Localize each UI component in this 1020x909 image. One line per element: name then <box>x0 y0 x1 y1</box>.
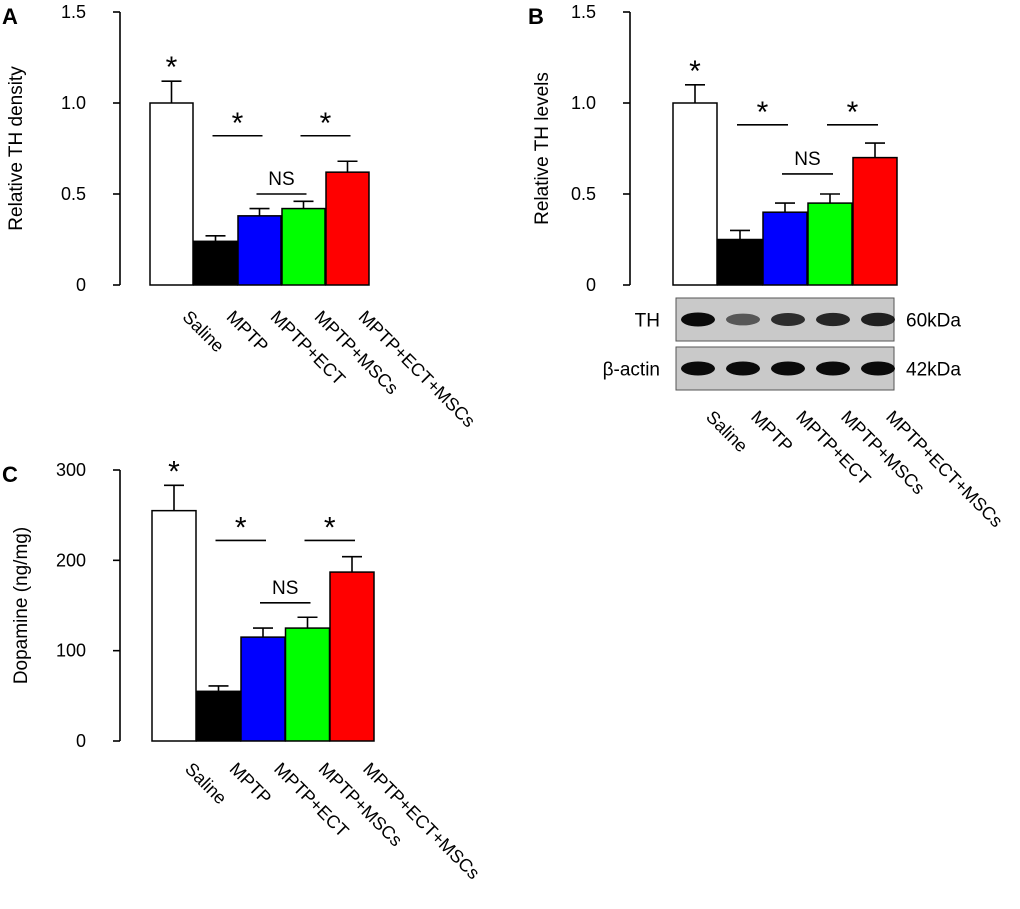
bar-mptp-ect <box>762 211 808 286</box>
blot-size-label: 42kDa <box>906 360 961 381</box>
blot-band <box>681 361 715 376</box>
x-tick-label: MPTP <box>223 307 273 357</box>
y-tick-label: 0 <box>76 275 86 295</box>
y-tick-label: 100 <box>56 641 86 661</box>
bar-saline <box>151 509 197 742</box>
y-tick-label: 200 <box>56 550 86 570</box>
western-blot: TH 60kDa β-actin 42kDa <box>603 297 961 391</box>
significance-ns: NS <box>272 578 298 599</box>
x-tick-label: Saline <box>181 759 231 809</box>
y-tick-label: 1.0 <box>571 93 596 113</box>
y-tick-label: 1.5 <box>571 2 596 22</box>
significance-star: * <box>757 96 769 129</box>
significance-star: * <box>235 511 247 544</box>
bar-saline <box>149 102 194 286</box>
y-tick-label: 1.0 <box>61 93 86 113</box>
blot-band <box>861 312 895 327</box>
blot-band <box>681 312 715 327</box>
blot-band <box>816 361 850 376</box>
x-tick-label: Saline <box>702 407 752 457</box>
y-tick-label: 300 <box>56 460 86 480</box>
bar-mptp-ect <box>240 636 286 742</box>
blot-band <box>726 361 760 376</box>
blot-band <box>771 361 805 376</box>
significance-star: * <box>847 96 859 129</box>
blot-band <box>816 312 850 327</box>
y-axis-label: Relative TH levels <box>532 72 553 225</box>
y-tick-label: 0.5 <box>61 184 86 204</box>
bar-mptp <box>717 238 763 286</box>
blot-row-label: β-actin <box>603 360 660 381</box>
y-tick-label: 1.5 <box>61 2 86 22</box>
blot-band <box>771 313 805 326</box>
y-tick-label: 0.5 <box>571 184 596 204</box>
significance-star: * <box>320 107 332 140</box>
bar-mptp-mscs <box>281 207 326 286</box>
bar-mptp-ect-mscs <box>852 156 898 286</box>
bar-saline <box>672 102 718 286</box>
blot-band <box>726 313 760 326</box>
blot-band <box>861 361 895 376</box>
panel-label-c: C <box>2 462 18 487</box>
bar-mptp <box>195 690 242 742</box>
blot-size-label: 60kDa <box>906 311 961 332</box>
significance-star: * <box>166 51 178 84</box>
significance-ns: NS <box>794 149 820 170</box>
significance-star: * <box>168 455 180 488</box>
bar-mptp-mscs <box>807 202 853 286</box>
y-axis-label: Relative TH density <box>6 66 27 231</box>
significance-star: * <box>232 107 244 140</box>
bar-mptp-ect-mscs <box>329 571 375 742</box>
x-tick-label: Saline <box>179 307 229 357</box>
significance-ns: NS <box>268 169 294 190</box>
y-tick-label: 0 <box>586 275 596 295</box>
y-axis-label: Dopamine (ng/mg) <box>11 527 32 684</box>
significance-star: * <box>324 511 336 544</box>
blot-row-label: TH <box>635 311 660 332</box>
significance-star: * <box>689 55 701 88</box>
x-tick-label: MPTP <box>226 759 276 809</box>
bar-mptp <box>193 240 238 286</box>
bar-mptp-ect-mscs <box>325 171 370 286</box>
x-tick-label: MPTP <box>747 407 797 457</box>
panel-label-a: A <box>2 4 18 29</box>
bar-mptp-mscs <box>284 627 331 742</box>
panel-label-b: B <box>528 4 544 29</box>
y-tick-label: 0 <box>76 731 86 751</box>
bar-mptp-ect <box>237 215 282 286</box>
